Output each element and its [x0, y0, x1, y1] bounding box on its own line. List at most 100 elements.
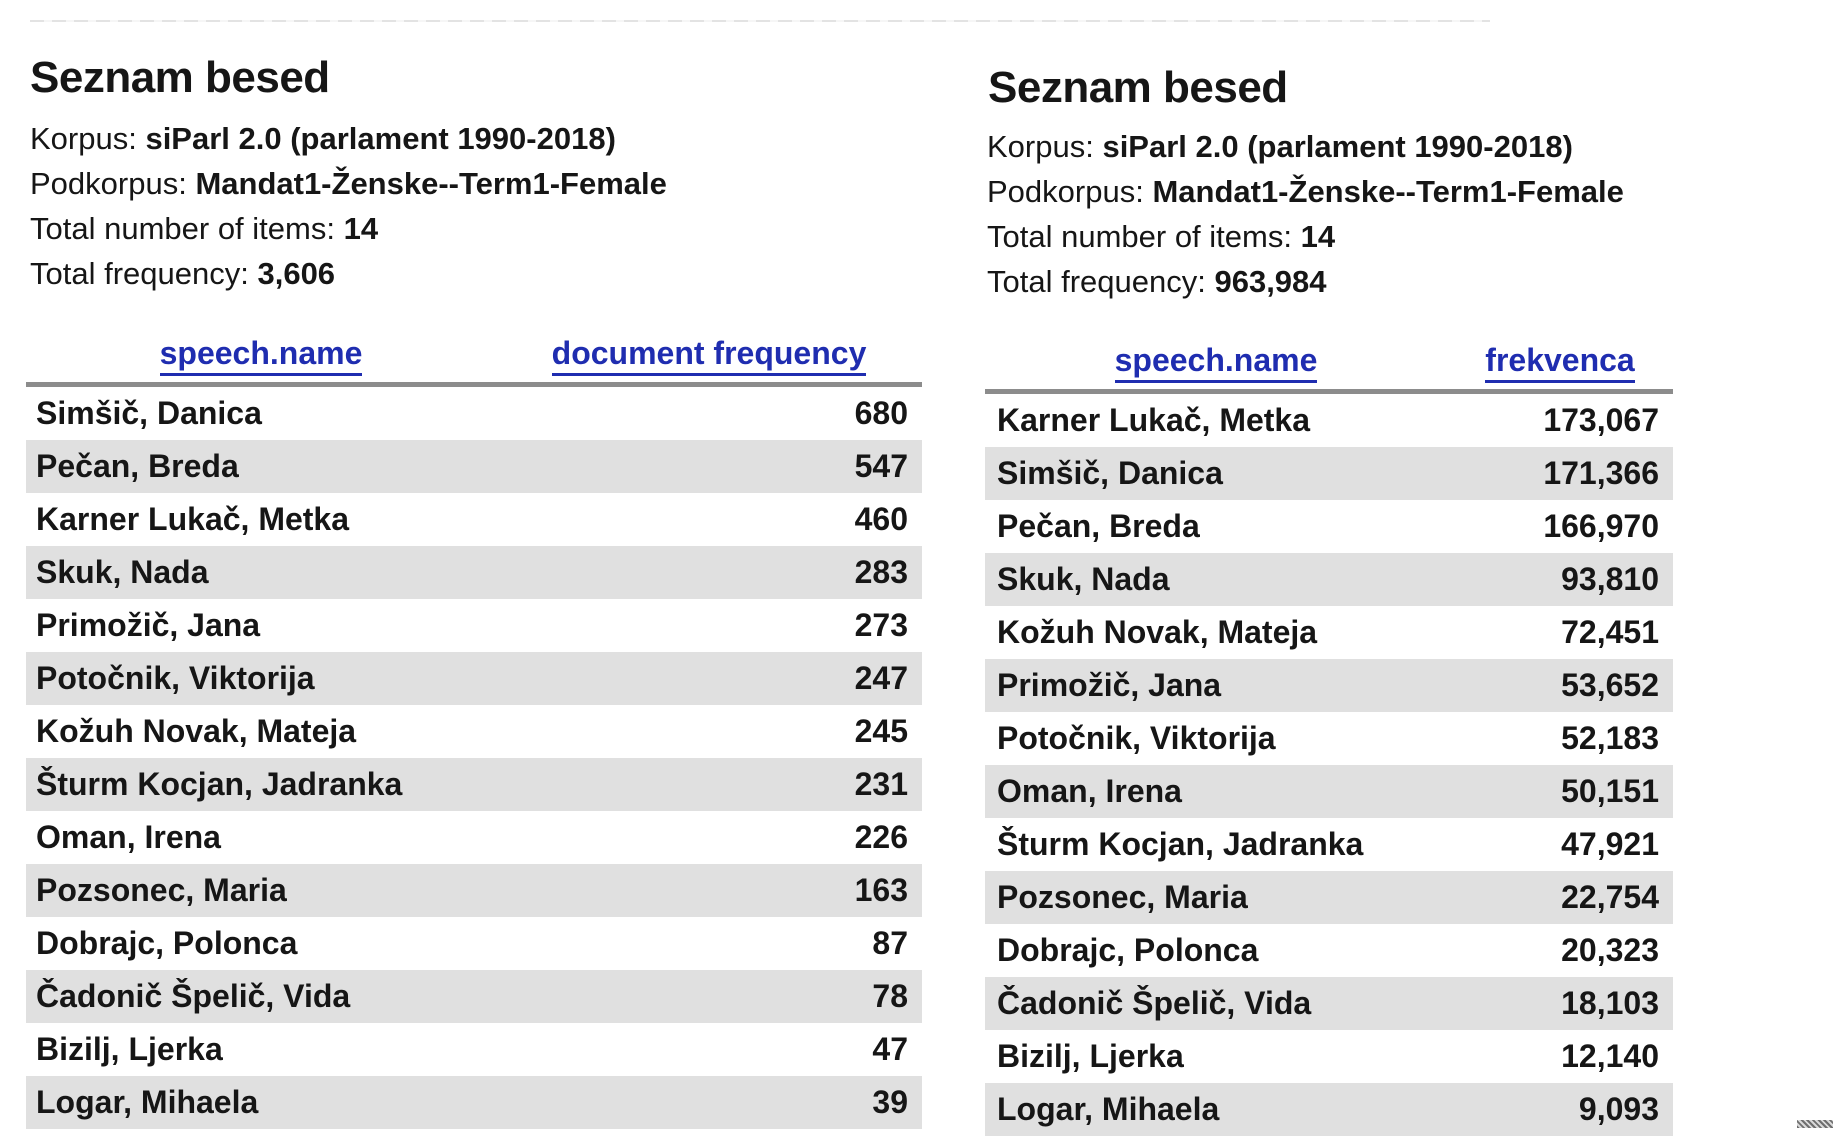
wordlist-table: speech.name document frequency Simšič, D…	[26, 330, 922, 1129]
sort-link-document-frequency[interactable]: document frequency	[551, 335, 867, 376]
frequency-value: 12,140	[1561, 1038, 1659, 1074]
total-frequency-line: Total frequency: 3,606	[30, 251, 667, 296]
table-row: Čadonič Špelič, Vida 78	[26, 970, 922, 1023]
speaker-name: Pečan, Breda	[997, 508, 1200, 544]
total-frequency-label: Total frequency:	[987, 264, 1215, 299]
speaker-name: Potočnik, Viktorija	[36, 660, 315, 696]
table-row: Skuk, Nada 93,810	[985, 553, 1673, 606]
subcorpus-label: Podkorpus:	[987, 174, 1153, 209]
speaker-name: Šturm Kocjan, Jadranka	[997, 826, 1364, 862]
table-row: Primožič, Jana 53,652	[985, 659, 1673, 712]
frequency-value: 72,451	[1561, 614, 1659, 650]
frequency-value: 78	[872, 978, 908, 1014]
speaker-name: Primožič, Jana	[997, 667, 1222, 703]
frequency-value: 166,970	[1543, 508, 1659, 544]
frequency-value: 47,921	[1561, 826, 1659, 862]
corpus-label: Korpus:	[30, 121, 146, 156]
total-frequency-value: 963,984	[1214, 264, 1327, 299]
table-row: Logar, Mihaela 9,093	[985, 1083, 1673, 1136]
table-row: Simšič, Danica 171,366	[985, 447, 1673, 500]
table-row: Pozsonec, Maria 163	[26, 864, 922, 917]
subcorpus-line: Podkorpus: Mandat1-Ženske--Term1-Female	[987, 169, 1624, 214]
speaker-name: Pozsonec, Maria	[36, 872, 287, 908]
total-frequency-line: Total frequency: 963,984	[987, 259, 1624, 304]
table-row: Primožič, Jana 273	[26, 599, 922, 652]
table-row: Šturm Kocjan, Jadranka 47,921	[985, 818, 1673, 871]
speaker-name: Čadonič Špelič, Vida	[36, 978, 351, 1014]
speaker-name: Dobrajc, Polonca	[997, 932, 1259, 968]
frequency-value: 50,151	[1561, 773, 1659, 809]
frequency-value: 20,323	[1561, 932, 1659, 968]
total-items-label: Total number of items:	[30, 211, 344, 246]
top-hairline-divider	[30, 20, 1490, 22]
table-body: Karner Lukač, Metka 173,067 Simšič, Danica…	[985, 394, 1673, 1136]
speaker-name: Primožič, Jana	[36, 607, 261, 643]
speaker-name: Simšič, Danica	[997, 455, 1223, 491]
table-row: Potočnik, Viktorija 52,183	[985, 712, 1673, 765]
table-row: Šturm Kocjan, Jadranka 231	[26, 758, 922, 811]
subcorpus-value: Mandat1-Ženske--Term1-Female	[1152, 174, 1624, 209]
header-cell-speech-name: speech.name	[26, 335, 496, 382]
corpus-label: Korpus:	[987, 129, 1103, 164]
speaker-name: Kožuh Novak, Mateja	[36, 713, 357, 749]
frequency-value: 173,067	[1543, 402, 1659, 438]
speaker-name: Pečan, Breda	[36, 448, 239, 484]
table-row: Logar, Mihaela 39	[26, 1076, 922, 1129]
sort-link-speech-name[interactable]: speech.name	[1114, 342, 1318, 383]
table-header-row: speech.name frekvenca	[985, 338, 1673, 394]
sort-link-frekvenca[interactable]: frekvenca	[1485, 342, 1635, 383]
speaker-name: Karner Lukač, Metka	[36, 501, 350, 537]
speaker-name: Logar, Mihaela	[997, 1091, 1220, 1127]
table-row: Pečan, Breda 547	[26, 440, 922, 493]
speaker-name: Bizilj, Ljerka	[997, 1038, 1184, 1074]
wordlist-table: speech.name frekvenca Karner Lukač, Metk…	[985, 338, 1673, 1136]
table-row: Simšič, Danica 680	[26, 387, 922, 440]
table-body: Simšič, Danica 680 Pečan, Breda 547 Karner L…	[26, 387, 922, 1129]
table-row: Potočnik, Viktorija 247	[26, 652, 922, 705]
frequency-value: 273	[854, 607, 908, 643]
total-items-label: Total number of items:	[987, 219, 1301, 254]
header-cell-document-frequency: document frequency	[496, 335, 922, 382]
frequency-value: 171,366	[1543, 455, 1659, 491]
total-items-line: Total number of items: 14	[987, 214, 1624, 259]
table-row: Dobrajc, Polonca 87	[26, 917, 922, 970]
frequency-value: 53,652	[1561, 667, 1659, 703]
speaker-name: Pozsonec, Maria	[997, 879, 1248, 915]
total-frequency-value: 3,606	[257, 256, 336, 291]
speaker-name: Kožuh Novak, Mateja	[997, 614, 1318, 650]
frequency-value: 52,183	[1561, 720, 1659, 756]
table-row: Karner Lukač, Metka 460	[26, 493, 922, 546]
table-row: Skuk, Nada 283	[26, 546, 922, 599]
speaker-name: Bizilj, Ljerka	[36, 1031, 223, 1067]
speaker-name: Čadonič Špelič, Vida	[997, 985, 1312, 1021]
page-title: Seznam besed	[988, 63, 1288, 113]
frequency-value: 9,093	[1578, 1091, 1659, 1127]
speaker-name: Dobrajc, Polonca	[36, 925, 298, 961]
frequency-value: 163	[854, 872, 908, 908]
sort-link-speech-name[interactable]: speech.name	[159, 335, 363, 376]
frequency-value: 231	[854, 766, 908, 802]
corpus-line: Korpus: siParl 2.0 (parlament 1990-2018)	[30, 116, 667, 161]
subcorpus-value: Mandat1-Ženske--Term1-Female	[195, 166, 667, 201]
table-row: Kožuh Novak, Mateja 245	[26, 705, 922, 758]
frequency-value: 22,754	[1561, 879, 1659, 915]
speaker-name: Potočnik, Viktorija	[997, 720, 1276, 756]
table-row: Pozsonec, Maria 22,754	[985, 871, 1673, 924]
speaker-name: Oman, Irena	[997, 773, 1182, 809]
frequency-value: 226	[854, 819, 908, 855]
frequency-value: 39	[872, 1084, 908, 1120]
corpus-value: siParl 2.0 (parlament 1990-2018)	[145, 121, 616, 156]
speaker-name: Šturm Kocjan, Jadranka	[36, 766, 403, 802]
speaker-name: Logar, Mihaela	[36, 1084, 259, 1120]
speaker-name: Skuk, Nada	[36, 554, 209, 590]
table-row: Karner Lukač, Metka 173,067	[985, 394, 1673, 447]
speaker-name: Simšič, Danica	[36, 395, 262, 431]
table-row: Čadonič Špelič, Vida 18,103	[985, 977, 1673, 1030]
frequency-value: 87	[872, 925, 908, 961]
subcorpus-line: Podkorpus: Mandat1-Ženske--Term1-Female	[30, 161, 667, 206]
table-row: Oman, Irena 50,151	[985, 765, 1673, 818]
speaker-name: Skuk, Nada	[997, 561, 1170, 597]
table-row: Bizilj, Ljerka 12,140	[985, 1030, 1673, 1083]
frequency-value: 93,810	[1561, 561, 1659, 597]
frequency-value: 245	[854, 713, 908, 749]
